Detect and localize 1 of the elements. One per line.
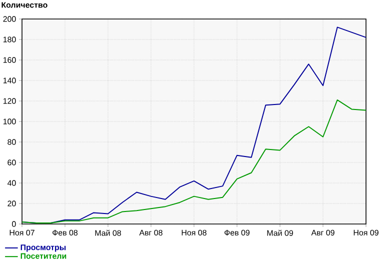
line-series (22, 99, 367, 224)
